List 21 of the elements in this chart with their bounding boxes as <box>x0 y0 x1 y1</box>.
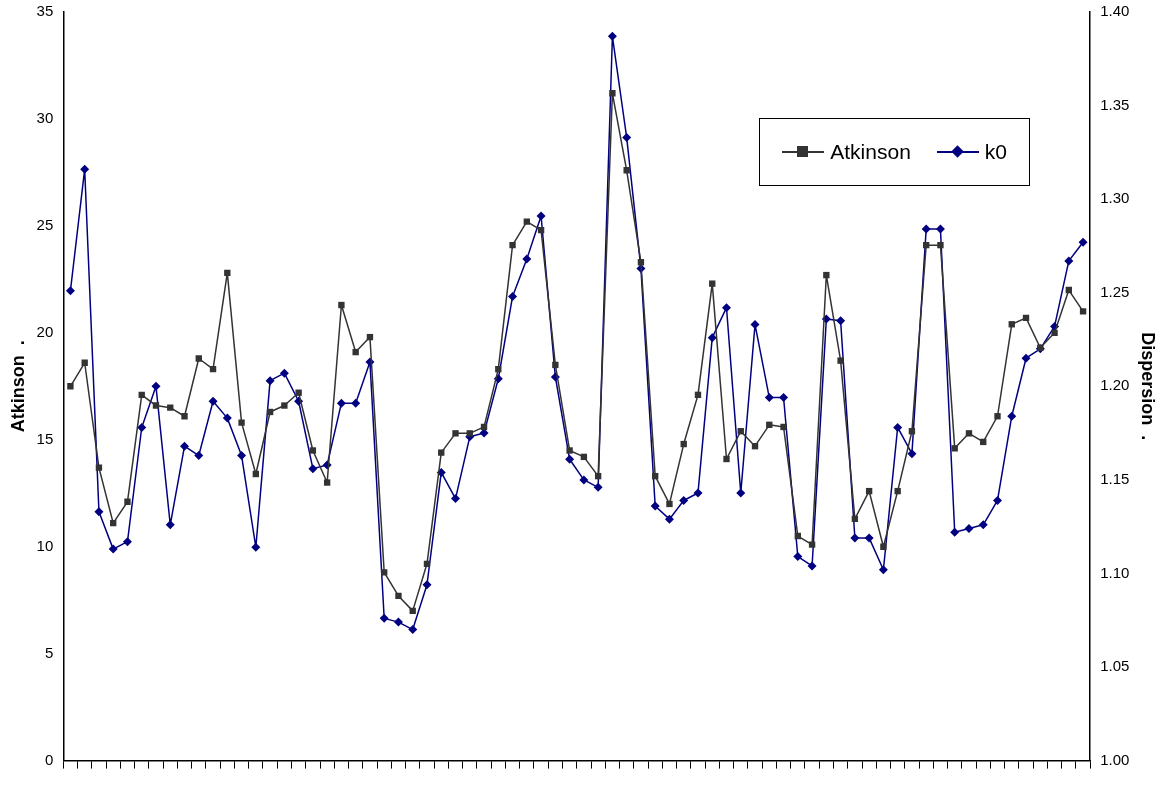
y2-tick-label: 1.35 <box>1100 95 1130 113</box>
y-tick-label: 5 <box>44 643 54 661</box>
y2-tick-label: 1.25 <box>1100 282 1130 300</box>
y-tick-label: 25 <box>36 216 54 234</box>
y2-tick-label: 1.00 <box>1100 750 1130 768</box>
y-tick-label: 30 <box>36 109 54 127</box>
legend-label: Atkinson <box>830 140 911 164</box>
y-axis-title: Atkinson . <box>7 340 28 433</box>
y-tick-label: 10 <box>36 536 54 554</box>
y-tick-label: 0 <box>44 750 54 768</box>
y-tick-label: 20 <box>36 322 54 340</box>
y-tick-label: 35 <box>36 2 54 20</box>
y2-axis-title: Dispersion . <box>1138 332 1159 441</box>
y2-tick-label: 1.40 <box>1100 2 1130 20</box>
y2-tick-label: 1.10 <box>1100 563 1130 581</box>
y2-tick-label: 1.20 <box>1100 376 1130 394</box>
y2-tick-label: 1.30 <box>1100 189 1130 207</box>
y-tick-label: 15 <box>36 429 54 447</box>
y2-tick-label: 1.15 <box>1100 470 1130 488</box>
y2-tick-label: 1.05 <box>1100 657 1130 675</box>
legend-label: k0 <box>984 140 1007 164</box>
